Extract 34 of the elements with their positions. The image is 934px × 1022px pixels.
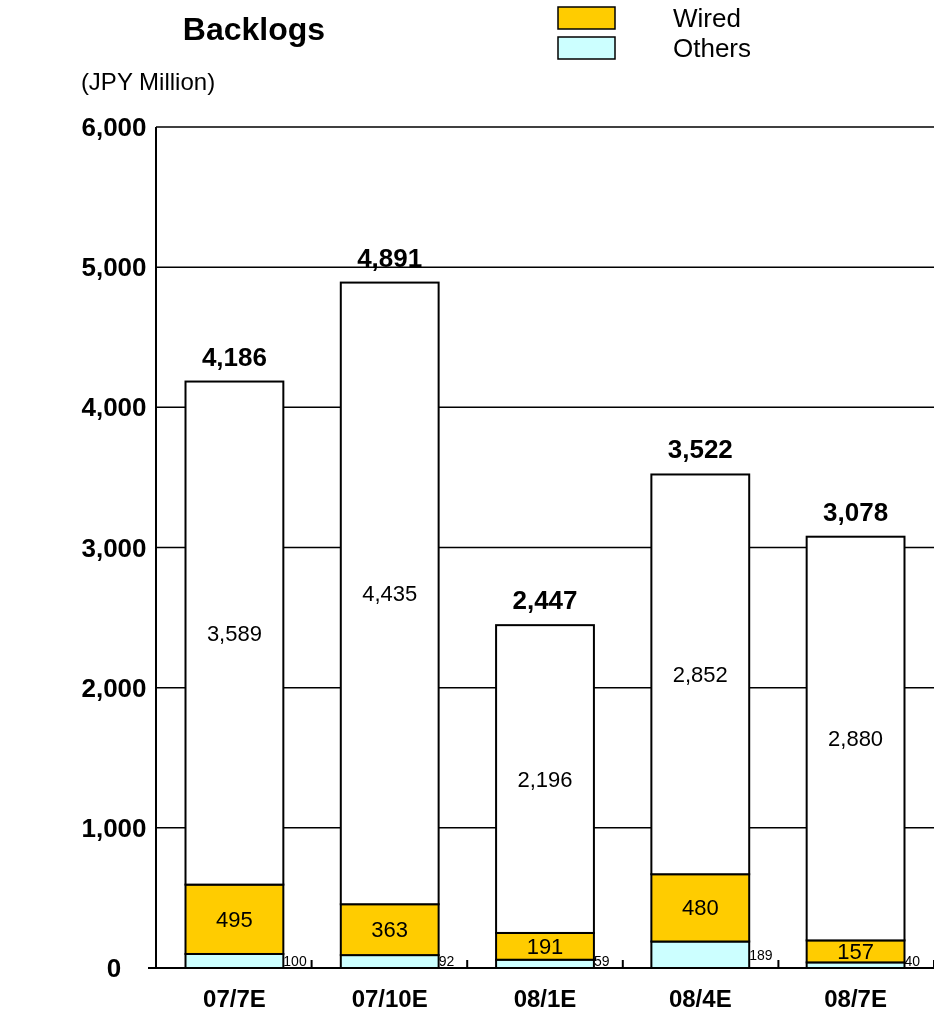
data-label: 4,435 [362, 580, 418, 606]
x-tick-label: 08/7E [824, 985, 887, 1012]
legend-label: Wired [673, 3, 741, 33]
data-label: 157 [837, 938, 874, 964]
x-tick-label: 08/1E [513, 985, 577, 1012]
data-label: 100 [283, 952, 307, 969]
x-tick-label: 08/4E [668, 985, 732, 1012]
y-axis-title: (JPY Million) [80, 68, 216, 95]
y-tick-label: 6,000 [81, 112, 147, 142]
data-label: 2,880 [828, 726, 884, 752]
chart-title: Backlogs [182, 11, 326, 47]
data-label: 191 [526, 933, 564, 959]
y-tick-label: 2,000 [81, 672, 147, 703]
data-label: 3,589 [206, 620, 262, 646]
data-label: 480 [681, 895, 719, 921]
data-label: 495 [216, 906, 253, 932]
data-label: 189 [749, 946, 773, 963]
y-tick-label: 1,000 [81, 812, 147, 843]
y-tick-label: 3,000 [81, 532, 147, 563]
data-label: 363 [371, 917, 409, 943]
total-label: 4,891 [357, 242, 423, 273]
x-tick-label: 07/7E [203, 985, 266, 1012]
total-label: 3,522 [667, 434, 733, 465]
legend-label: Others [673, 33, 752, 63]
total-label: 3,078 [823, 496, 889, 527]
y-tick-label: 4,000 [81, 392, 147, 423]
total-label: 2,447 [512, 585, 578, 616]
data-label: 40 [904, 953, 921, 969]
data-label: 2,196 [517, 766, 573, 792]
total-label: 4,186 [201, 341, 267, 372]
y-tick-label: 0 [106, 953, 122, 983]
x-tick-label: 07/10E [351, 985, 428, 1012]
data-label: 2,852 [672, 661, 728, 687]
y-tick-label: 5,000 [81, 252, 147, 283]
